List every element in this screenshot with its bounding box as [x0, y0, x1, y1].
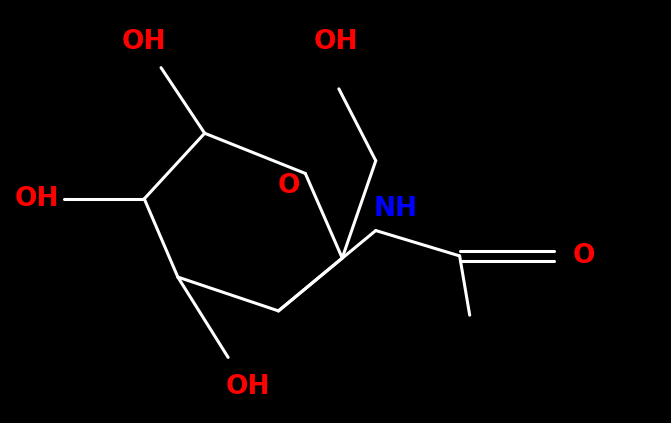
Text: OH: OH — [226, 374, 270, 400]
Text: OH: OH — [122, 29, 166, 55]
Text: OH: OH — [15, 186, 59, 212]
Text: O: O — [572, 243, 595, 269]
Text: O: O — [277, 173, 300, 199]
Text: OH: OH — [313, 29, 358, 55]
Text: NH: NH — [374, 196, 418, 222]
